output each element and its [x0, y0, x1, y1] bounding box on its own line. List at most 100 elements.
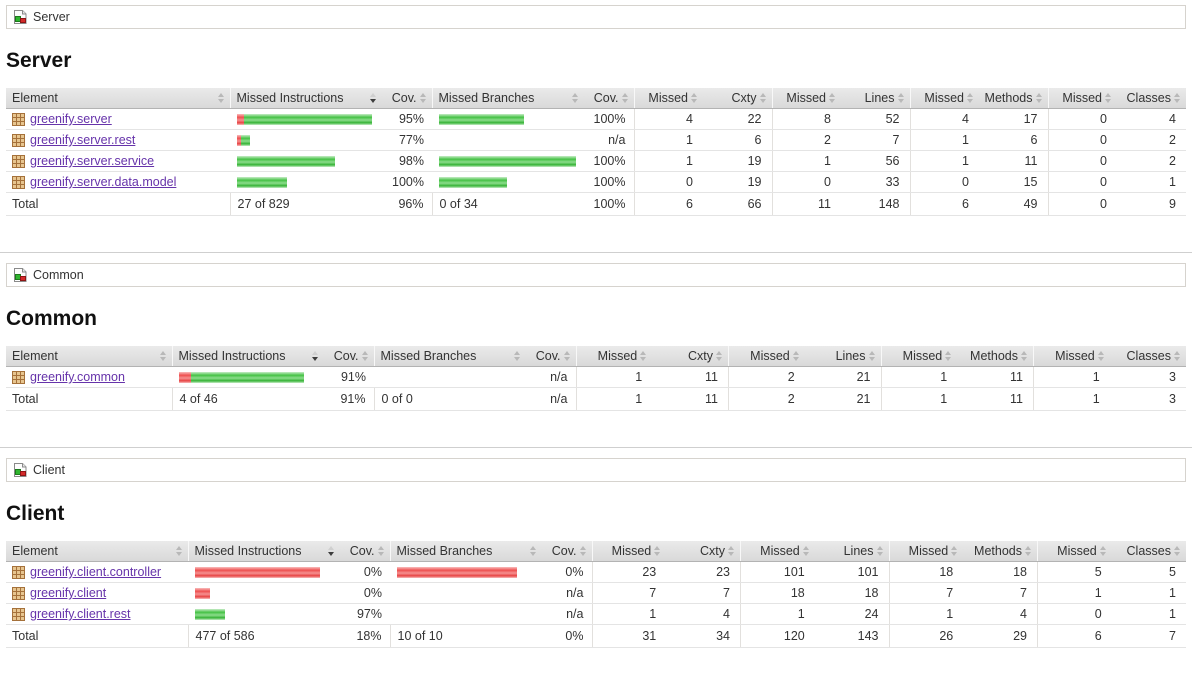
column-header-cxty[interactable]: Cxty	[666, 541, 741, 562]
coverage-bar	[237, 176, 376, 188]
missed-instructions-bar-cell	[188, 582, 340, 604]
sort-icon	[802, 546, 809, 556]
sort-icon	[328, 546, 334, 556]
total-missed-instructions: 4 of 46	[171, 387, 324, 411]
counter-value: 11	[957, 366, 1034, 388]
branch-coverage-percent: n/a	[542, 603, 592, 625]
package-link[interactable]: greenify.common	[30, 370, 125, 384]
column-header-element[interactable]: Element	[6, 541, 188, 562]
counter-value: 1	[633, 150, 703, 172]
column-header-cov-[interactable]: Cov.	[584, 88, 634, 109]
branch-coverage-percent: 100%	[584, 150, 634, 172]
counter-value: 23	[666, 561, 741, 583]
column-header-cov-[interactable]: Cov.	[324, 346, 374, 367]
column-header-missed-instructions[interactable]: Missed Instructions	[171, 346, 324, 367]
column-header-missed[interactable]: Missed	[575, 346, 653, 367]
column-header-label: Methods	[984, 91, 1033, 105]
column-header-missed[interactable]: Missed	[888, 541, 964, 562]
total-counter-value: 34	[666, 624, 741, 648]
missed-bar-segment	[179, 371, 191, 383]
column-header-missed-branches[interactable]: Missed Branches	[373, 346, 526, 367]
column-header-element[interactable]: Element	[6, 88, 230, 109]
counter-value: 18	[739, 582, 815, 604]
package-link[interactable]: greenify.client.controller	[30, 565, 162, 579]
package-link[interactable]: greenify.client.rest	[30, 607, 131, 621]
column-header-label: Cov.	[391, 91, 417, 105]
counter-value: 7	[666, 582, 741, 604]
total-label: Total	[6, 387, 172, 411]
counter-value: 4	[666, 603, 741, 625]
column-header-missed[interactable]: Missed	[1036, 541, 1112, 562]
table-row: greenify.client.controller 0% 0% 23 23 101 101…	[6, 561, 1186, 583]
total-counter-value: 148	[841, 192, 910, 216]
missed-branches-bar-cell	[390, 561, 542, 583]
branch-coverage-percent: n/a	[542, 582, 592, 604]
column-header-cov-[interactable]: Cov.	[382, 88, 432, 109]
instruction-coverage-percent: 77%	[382, 129, 432, 151]
package-icon	[12, 154, 25, 168]
column-header-label: Classes	[1126, 544, 1171, 558]
column-header-classes[interactable]: Classes	[1109, 346, 1186, 367]
column-header-cov-[interactable]: Cov.	[542, 541, 592, 562]
total-counter-value: 11	[957, 387, 1034, 411]
column-header-missed-instructions[interactable]: Missed Instructions	[187, 541, 340, 562]
column-header-missed[interactable]: Missed	[739, 541, 815, 562]
column-header-missed[interactable]: Missed	[1032, 346, 1110, 367]
package-icon	[12, 112, 25, 126]
package-link[interactable]: greenify.server	[30, 112, 112, 126]
total-label: Total	[6, 192, 230, 216]
report-page: Server Server Element Missed Instructions Co…	[0, 5, 1192, 670]
report-icon	[12, 462, 28, 478]
column-header-classes[interactable]: Classes	[1117, 88, 1186, 109]
report-icon	[12, 267, 28, 283]
sort-icon	[419, 93, 426, 103]
counter-value: 6	[979, 129, 1048, 151]
covered-bar-segment	[439, 155, 576, 167]
sort-icon	[1174, 546, 1180, 556]
column-header-cov-[interactable]: Cov.	[526, 346, 576, 367]
column-header-cxty[interactable]: Cxty	[652, 346, 729, 367]
column-header-cxty[interactable]: Cxty	[703, 88, 772, 109]
column-header-label: Element	[12, 544, 58, 558]
total-counter-value: 6	[1036, 624, 1112, 648]
column-header-missed[interactable]: Missed	[909, 88, 979, 109]
package-link[interactable]: greenify.client	[30, 586, 107, 600]
column-header-missed[interactable]: Missed	[633, 88, 703, 109]
counter-value: 18	[888, 561, 964, 583]
column-header-cov-[interactable]: Cov.	[340, 541, 390, 562]
counter-value: 7	[841, 129, 910, 151]
column-header-missed[interactable]: Missed	[1047, 88, 1117, 109]
counter-value: 1	[633, 129, 703, 151]
missed-bar-segment	[195, 587, 210, 599]
column-header-lines[interactable]: Lines	[814, 541, 889, 562]
counter-value: 4	[633, 108, 703, 130]
package-link[interactable]: greenify.server.service	[30, 154, 155, 168]
table-row: greenify.server 95% 100% 4 22 8 52 4 17 0 4	[6, 108, 1186, 130]
column-header-missed-branches[interactable]: Missed Branches	[431, 88, 584, 109]
package-link[interactable]: greenify.server.rest	[30, 133, 136, 147]
column-header-element[interactable]: Element	[6, 346, 172, 367]
total-counter-value: 66	[703, 192, 772, 216]
package-link[interactable]: greenify.server.data.model	[30, 175, 177, 189]
column-header-lines[interactable]: Lines	[804, 346, 881, 367]
column-header-missed[interactable]: Missed	[771, 88, 841, 109]
table-row: greenify.client 0% n/a 7 7 18 18 7 7 1 1	[6, 582, 1186, 604]
instruction-coverage-percent: 98%	[382, 150, 432, 172]
column-header-missed[interactable]: Missed	[880, 346, 958, 367]
column-header-methods[interactable]: Methods	[957, 346, 1034, 367]
column-header-methods[interactable]: Methods	[963, 541, 1038, 562]
column-header-methods[interactable]: Methods	[979, 88, 1048, 109]
sort-icon	[377, 546, 384, 556]
counter-value: 2	[727, 366, 805, 388]
total-counter-value: 0	[1047, 192, 1117, 216]
column-header-classes[interactable]: Classes	[1111, 541, 1186, 562]
column-header-missed-branches[interactable]: Missed Branches	[389, 541, 542, 562]
column-header-missed[interactable]: Missed	[727, 346, 805, 367]
column-header-label: Cov.	[349, 544, 375, 558]
column-header-lines[interactable]: Lines	[841, 88, 910, 109]
column-header-missed[interactable]: Missed	[591, 541, 667, 562]
coverage-table: Element Missed Instructions Cov. Missed Bra…	[6, 88, 1186, 216]
missed-branches-bar-cell	[390, 582, 542, 604]
column-header-missed-instructions[interactable]: Missed Instructions	[229, 88, 382, 109]
counter-value: 11	[652, 366, 729, 388]
